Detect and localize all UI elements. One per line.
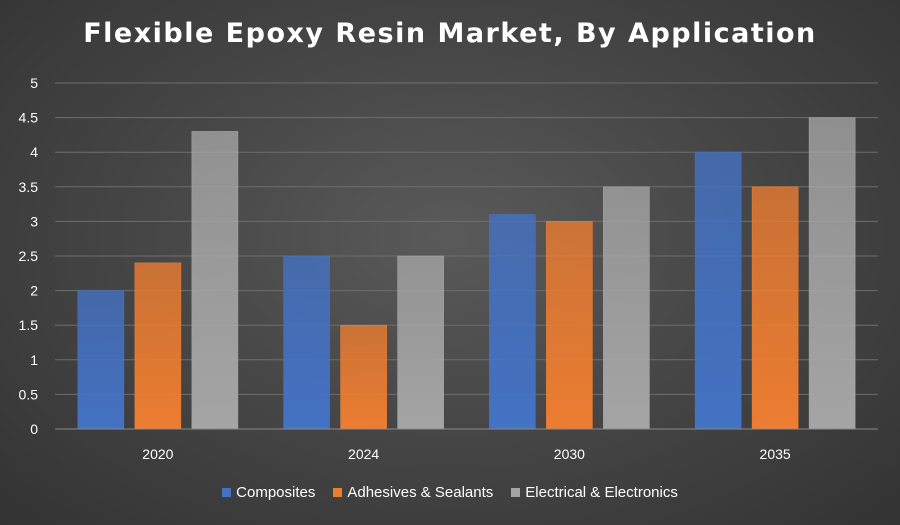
y-tick-label: 1.5 [19, 317, 39, 333]
bar-adhesives-sealants-2024 [340, 324, 387, 430]
y-tick-label: 4 [30, 144, 38, 160]
y-tick-label: 4.5 [19, 110, 39, 126]
bar-electrical-electronics-2024 [397, 255, 444, 430]
x-tick-label: 2030 [554, 446, 585, 462]
y-tick-label: 2 [30, 283, 38, 299]
x-tick-label: 2024 [348, 446, 379, 462]
bar-adhesives-sealants-2020 [134, 262, 182, 430]
legend-swatch [333, 488, 343, 497]
bar-composites-2035 [694, 151, 742, 430]
bar-electrical-electronics-2030 [603, 186, 650, 430]
bar-electrical-electronics-2020 [191, 131, 239, 430]
y-tick-label: 1 [30, 352, 38, 368]
chart-title: Flexible Epoxy Resin Market, By Applicat… [83, 18, 817, 49]
y-tick-label: 0 [30, 421, 38, 437]
y-tick-label: 3 [30, 213, 38, 229]
y-tick-label: 5 [30, 75, 38, 91]
legend-label: Composites [236, 484, 316, 501]
bar-adhesives-sealants-2035 [751, 186, 799, 430]
legend-swatch [222, 488, 232, 497]
legend-swatch [511, 488, 521, 497]
legend-label: Adhesives & Sealants [347, 484, 494, 501]
x-tick-label: 2035 [760, 446, 791, 462]
legend-item: Adhesives & Sealants [333, 484, 493, 501]
y-tick-label: 3.5 [19, 179, 39, 195]
legend: Composites Adhesives & Sealants Electrical… [0, 484, 900, 501]
bar-composites-2024 [283, 255, 330, 430]
y-axis: 0 0.5 1 1.5 2 2.5 3 3.5 4 4.5 5 [19, 75, 39, 437]
bar-composites-2030 [489, 214, 536, 430]
bars [77, 117, 856, 430]
x-axis: 2020 2024 2030 2035 [55, 428, 878, 462]
legend-item: Electrical & Electronics [511, 484, 678, 501]
bar-adhesives-sealants-2030 [546, 221, 593, 430]
bar-composites-2020 [77, 290, 125, 430]
y-tick-label: 0.5 [19, 386, 39, 402]
bar-electrical-electronics-2035 [808, 117, 856, 430]
x-tick-label: 2020 [142, 446, 173, 462]
legend-item: Composites [222, 484, 315, 501]
y-tick-label: 2.5 [19, 248, 39, 264]
legend-label: Electrical & Electronics [525, 484, 678, 501]
